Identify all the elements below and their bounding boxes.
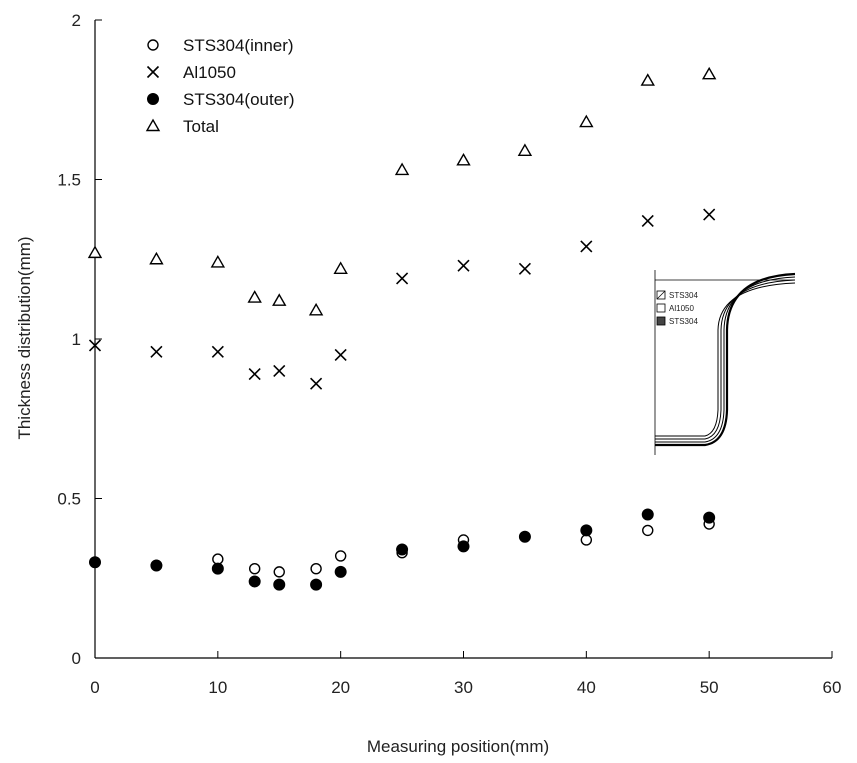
data-point (518, 530, 531, 543)
series-al1050 (88, 208, 716, 390)
data-point (210, 255, 226, 268)
axes: 0 10 20 30 40 50 60 0 0.5 1 1.5 2 (57, 11, 841, 697)
inset-layer-profile (655, 282, 796, 437)
data-point (703, 511, 716, 524)
legend: STS304(inner) Al1050 STS304(outer) Total (145, 36, 295, 136)
data-point (211, 345, 224, 358)
data-marks (87, 66, 717, 591)
inset-diagram: STS304 Al1050 STS304 (654, 270, 796, 455)
data-point (334, 550, 347, 562)
data-point (273, 566, 285, 578)
data-point (272, 293, 287, 306)
legend-label: Total (183, 117, 219, 136)
data-point (247, 290, 262, 303)
data-point (641, 214, 654, 228)
x-tick-label: 0 (90, 678, 99, 697)
data-point (518, 262, 531, 275)
data-point (394, 162, 410, 176)
data-point (248, 368, 261, 381)
data-point (310, 377, 323, 390)
data-point (334, 565, 347, 578)
data-point (89, 556, 101, 569)
data-point (211, 562, 224, 575)
data-point (457, 259, 470, 272)
data-point (87, 245, 103, 259)
data-point (333, 261, 348, 275)
data-point (579, 114, 594, 128)
data-point (703, 208, 716, 221)
data-point (212, 553, 224, 565)
data-point (310, 578, 323, 591)
data-point (273, 364, 286, 377)
x-tick-label: 10 (208, 678, 227, 697)
inset-layer-profile (655, 279, 796, 440)
x-tick-label: 30 (454, 678, 473, 697)
data-point (248, 575, 261, 588)
series-sts304-outer- (89, 508, 716, 591)
y-tick-label: 0 (72, 649, 81, 668)
x-tick-label: 40 (577, 678, 596, 697)
data-point (701, 66, 717, 80)
data-point (396, 272, 409, 285)
data-point (396, 543, 409, 556)
legend-label: STS304(inner) (183, 36, 294, 55)
x-tick-label: 50 (700, 678, 719, 697)
inset-legend-swatch (656, 303, 666, 313)
data-point (150, 559, 163, 572)
inset-legend-label: STS304 (669, 291, 698, 300)
data-point (248, 562, 261, 575)
y-tick-label: 0.5 (57, 490, 81, 509)
data-point (517, 143, 533, 156)
data-point (456, 152, 471, 166)
data-point (580, 524, 593, 537)
y-tick-label: 1.5 (57, 171, 81, 190)
inset-layer-profile (655, 272, 796, 447)
x-axis-title: Measuring position(mm) (367, 737, 549, 756)
legend-label: STS304(outer) (183, 90, 295, 109)
data-point (150, 345, 163, 358)
data-point (273, 578, 286, 591)
data-point (88, 339, 102, 352)
y-axis-title: Thickness distribution(mm) (15, 236, 34, 439)
inset-legend-label: Al1050 (669, 304, 694, 313)
data-point (580, 240, 593, 253)
legend-marker (147, 93, 159, 105)
legend-marker (146, 65, 160, 79)
data-point (580, 534, 593, 546)
data-point (149, 251, 164, 265)
legend-label: Al1050 (183, 63, 236, 82)
legend-marker (147, 39, 159, 51)
y-tick-label: 2 (72, 11, 81, 30)
data-point (641, 508, 654, 521)
series-total (87, 66, 717, 316)
inset-legend-swatch (656, 316, 666, 326)
legend-marker (145, 118, 161, 132)
x-tick-label: 20 (331, 678, 350, 697)
data-point (457, 540, 470, 553)
x-tick-label: 60 (823, 678, 842, 697)
inset-hatch (656, 290, 666, 300)
y-tick-label: 1 (72, 330, 81, 349)
data-point (640, 73, 655, 86)
inset-layer-profile (655, 276, 796, 443)
data-point (334, 348, 347, 362)
data-point (308, 302, 324, 316)
data-point (310, 562, 322, 575)
data-point (642, 524, 654, 537)
inset-legend-label: STS304 (669, 317, 698, 326)
